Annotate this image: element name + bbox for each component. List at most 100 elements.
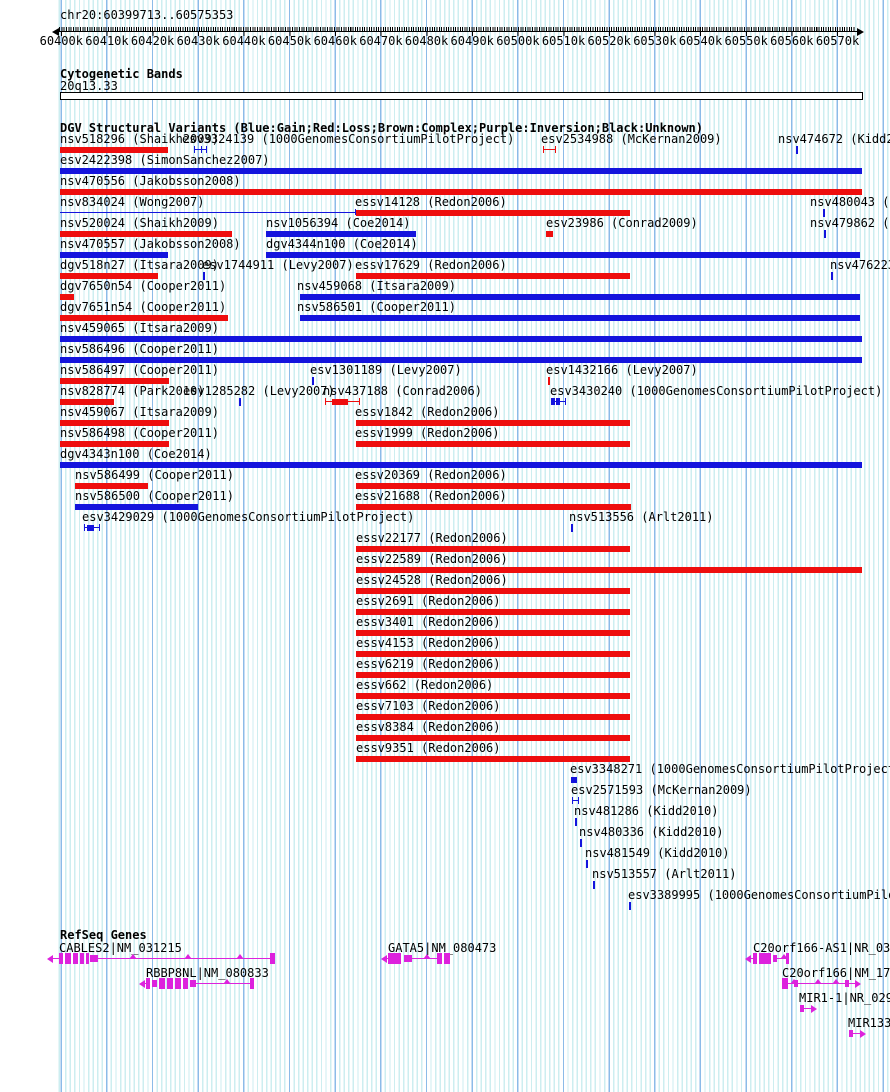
variant-label[interactable]: essv24528 (Redon2006) [356,573,508,587]
variant-glyph-bar[interactable] [356,207,630,218]
variant-label[interactable]: dgv7651n54 (Cooper2011) [60,300,227,314]
variant-glyph-bar[interactable] [356,585,630,596]
variant-glyph-bar[interactable] [60,438,169,449]
variant-glyph-tick[interactable] [239,396,241,407]
variant-label[interactable]: esv2571593 (McKernan2009) [571,783,752,797]
gene-label[interactable]: CABLES2|NM_031215 [59,941,182,955]
variant-glyph-bar[interactable] [300,312,860,323]
variant-label[interactable]: essv1999 (Redon2006) [355,426,500,440]
variant-glyph-tick[interactable] [203,270,205,281]
variant-glyph-tick[interactable] [593,879,595,890]
variant-label[interactable]: nsv480336 (Kidd2010) [579,825,724,839]
variant-label[interactable]: nsv480043 (Kidd2010) [810,195,890,209]
variant-glyph-tick[interactable] [575,816,577,827]
gene-label[interactable]: C20orf166|NM_178463 [782,966,890,980]
variant-glyph-tick[interactable] [824,228,826,239]
variant-label[interactable]: dgv7650n54 (Cooper2011) [60,279,227,293]
variant-label[interactable]: essv4153 (Redon2006) [356,636,501,650]
variant-label[interactable]: essv8384 (Redon2006) [356,720,501,734]
variant-label[interactable]: esv23986 (Conrad2009) [546,216,698,230]
variant-glyph-ibeam[interactable] [543,144,556,155]
variant-glyph-bar[interactable] [356,480,630,491]
variant-label[interactable]: nsv834024 (Wong2007) [60,195,205,209]
variant-glyph-thin[interactable] [60,207,356,218]
variant-label[interactable]: nsv479862 (Kidd2010) [810,216,890,230]
variant-label[interactable]: essv662 (Redon2006) [356,678,494,692]
variant-label[interactable]: esv3429029 (1000GenomesConsortiumPilotPr… [82,510,415,524]
variant-label[interactable]: essv9351 (Redon2006) [356,741,501,755]
variant-label[interactable]: nsv513556 (Arlt2011) [569,510,714,524]
variant-glyph-bar[interactable] [356,564,862,575]
variant-label[interactable]: nsv586497 (Cooper2011) [60,363,219,377]
variant-label[interactable]: nsv828774 (Park2010) [60,384,205,398]
variant-glyph-bar[interactable] [75,480,148,491]
variant-glyph-ibeam2[interactable] [194,144,207,155]
variant-glyph-bar[interactable] [60,333,862,344]
variant-glyph-bar[interactable] [60,165,862,176]
cytoband-box[interactable] [60,92,863,100]
variant-glyph-tick[interactable] [823,207,825,218]
variant-glyph-bar[interactable] [356,270,630,281]
gene-label[interactable]: C20orf166-AS1|NR_033263 [753,941,890,955]
variant-label[interactable]: nsv586499 (Cooper2011) [75,468,234,482]
variant-glyph-bar[interactable] [356,606,630,617]
variant-label[interactable]: nsv476223 [830,258,890,272]
variant-glyph-bar[interactable] [60,144,168,155]
variant-glyph-bar[interactable] [356,438,630,449]
variant-label[interactable]: nsv459067 (Itsara2009) [60,405,219,419]
gene-label[interactable]: MIR1-1|NR_029780 [799,991,890,1005]
variant-glyph-square[interactable] [571,774,577,785]
variant-glyph-tick[interactable] [312,375,314,386]
variant-label[interactable]: nsv481286 (Kidd2010) [574,804,719,818]
variant-label[interactable]: esv1744911 (Levy2007) [202,258,354,272]
variant-label[interactable]: nsv1056394 (Coe2014) [266,216,411,230]
variant-label[interactable]: esv2534988 (McKernan2009) [541,132,722,146]
variant-label[interactable]: essv1842 (Redon2006) [355,405,500,419]
variant-label[interactable]: essv7103 (Redon2006) [356,699,501,713]
variant-glyph-tick[interactable] [796,144,798,155]
variant-label[interactable]: nsv520024 (Shaikh2009) [60,216,219,230]
variant-glyph-bar[interactable] [266,249,860,260]
variant-glyph-bar[interactable] [356,417,630,428]
variant-label[interactable]: essv20369 (Redon2006) [355,468,507,482]
variant-glyph-bar[interactable] [356,669,630,680]
variant-glyph-bar[interactable] [60,270,158,281]
variant-label[interactable]: essv6219 (Redon2006) [356,657,501,671]
variant-glyph-bar[interactable] [60,459,862,470]
variant-glyph-bar[interactable] [356,711,630,722]
variant-glyph-bar[interactable] [356,543,630,554]
variant-glyph-boxbeam[interactable] [84,522,100,533]
variant-label[interactable]: nsv437188 (Conrad2006) [323,384,482,398]
variant-glyph-bar[interactable] [60,249,168,260]
variant-label[interactable]: essv3401 (Redon2006) [356,615,501,629]
variant-glyph-tick[interactable] [586,858,588,869]
variant-label[interactable]: nsv586496 (Cooper2011) [60,342,219,356]
variant-label[interactable]: nsv474672 (Kidd2010) [778,132,890,146]
variant-label[interactable]: essv2691 (Redon2006) [356,594,501,608]
variant-glyph-bar[interactable] [60,291,74,302]
variant-label[interactable]: essv22589 (Redon2006) [356,552,508,566]
variant-label[interactable]: esv1432166 (Levy2007) [546,363,698,377]
variant-glyph-bar[interactable] [60,375,169,386]
variant-glyph-boxbeam[interactable] [325,396,360,407]
variant-glyph-bar[interactable] [60,312,228,323]
variant-label[interactable]: esv1285282 (Levy2007) [183,384,335,398]
variant-glyph-bar[interactable] [356,690,630,701]
variant-glyph-bar[interactable] [60,396,114,407]
variant-label[interactable]: dgv4343n100 (Coe2014) [60,447,212,461]
variant-glyph-tick[interactable] [831,270,833,281]
variant-label[interactable]: nsv586501 (Cooper2011) [297,300,456,314]
variant-label[interactable]: esv2422398 (SimonSanchez2007) [60,153,270,167]
variant-label[interactable]: nsv481549 (Kidd2010) [585,846,730,860]
variant-label[interactable]: essv14128 (Redon2006) [355,195,507,209]
gene-label[interactable]: GATA5|NM_080473 [388,941,497,955]
variant-label[interactable]: dgv4344n100 (Coe2014) [266,237,418,251]
variant-label[interactable]: esv1301189 (Levy2007) [310,363,462,377]
variant-glyph-boxpair[interactable] [551,396,566,407]
variant-label[interactable]: nsv586500 (Cooper2011) [75,489,234,503]
variant-glyph-tick[interactable] [571,522,573,533]
variant-glyph-bar[interactable] [356,627,630,638]
variant-label[interactable]: esv3430240 (1000GenomesConsortiumPilotPr… [550,384,883,398]
variant-label[interactable]: esv3348271 (1000GenomesConsortiumPilotPr… [570,762,890,776]
variant-label[interactable]: essv21688 (Redon2006) [355,489,507,503]
